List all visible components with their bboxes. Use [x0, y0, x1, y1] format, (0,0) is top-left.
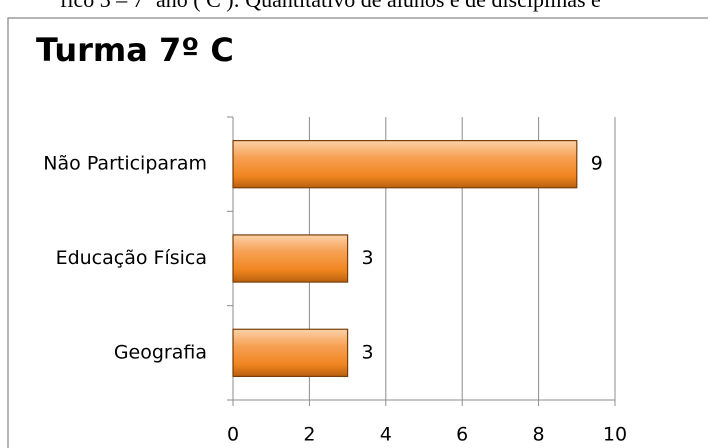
chart-title: Turma 7º C: [36, 31, 234, 69]
bar: [232, 328, 349, 378]
x-tick-label: 4: [380, 424, 392, 446]
value-label: 9: [591, 153, 603, 175]
x-tick-label: 6: [456, 424, 468, 446]
chart-border: [7, 17, 708, 448]
x-tick-label: 10: [603, 424, 627, 446]
y-tick-label: Não Participaram: [43, 153, 207, 175]
caption: fico 3 – 7º ano ( C ): Quantitativo de a…: [60, 0, 601, 12]
y-tick-label: Geografia: [114, 341, 207, 363]
y-tick-label: Educação Física: [56, 247, 207, 269]
x-tick-label: 8: [533, 424, 545, 446]
value-label: 3: [362, 247, 374, 269]
x-tick-label: 0: [227, 424, 239, 446]
value-label: 3: [362, 341, 374, 363]
bar: [232, 139, 578, 189]
x-tick-label: 2: [303, 424, 315, 446]
bar: [232, 234, 349, 283]
